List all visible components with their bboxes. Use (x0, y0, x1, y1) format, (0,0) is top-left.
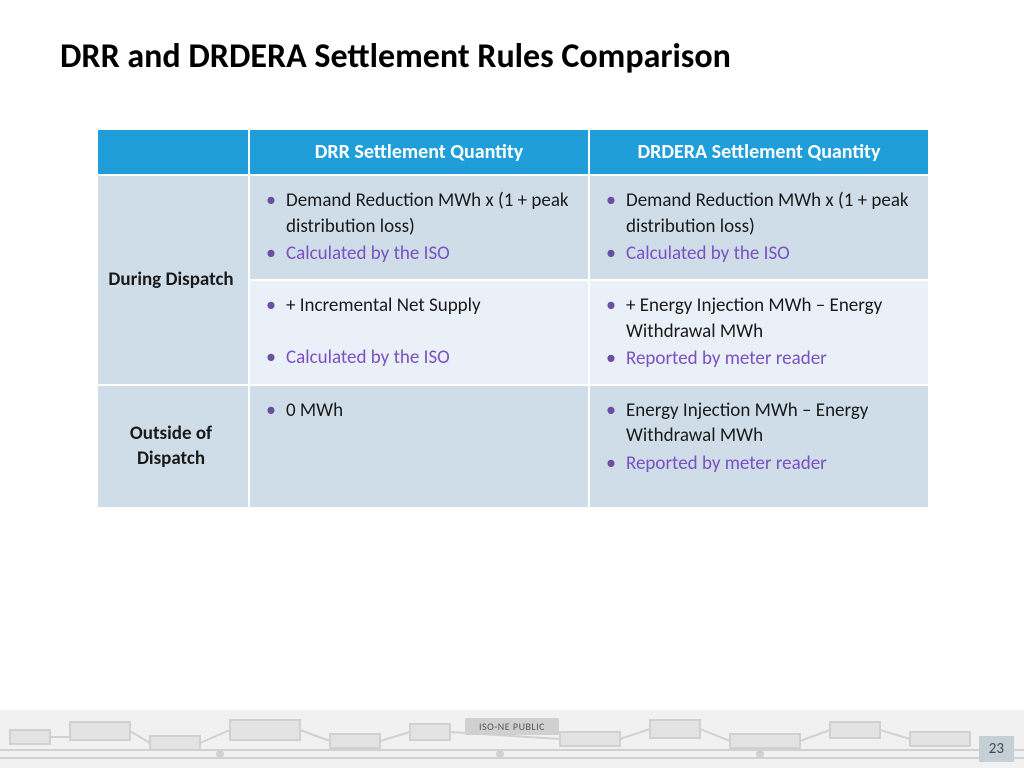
header-drdera: DRDERA Settlement Quantity (589, 129, 929, 175)
page-title: DRR and DRDERA Settlement Rules Comparis… (60, 36, 731, 77)
cell-list: + Incremental Net Supply Calculated by t… (260, 293, 574, 370)
list-item: + Incremental Net Supply (260, 293, 574, 319)
cell-list: Energy Injection MWh – Energy Withdrawal… (600, 398, 914, 477)
list-item: Energy Injection MWh – Energy Withdrawal… (600, 398, 914, 449)
page-number: 23 (979, 736, 1014, 762)
slide: DRR and DRDERA Settlement Rules Comparis… (0, 0, 1024, 768)
header-drr: DRR Settlement Quantity (249, 129, 589, 175)
comparison-table: DRR Settlement Quantity DRDERA Settlemen… (96, 128, 930, 509)
list-item: Reported by meter reader (600, 346, 914, 372)
rowlabel-text: Outside of Dispatch (130, 422, 212, 471)
cell-outside-drdera: Energy Injection MWh – Energy Withdrawal… (589, 385, 929, 508)
rowlabel-outside: Outside of Dispatch (97, 385, 249, 508)
rowlabel-text: During Dispatch (108, 268, 233, 291)
cell-list: 0 MWh (260, 398, 574, 424)
cell-outside-drr: 0 MWh (249, 385, 589, 508)
list-item: + Energy Injection MWh – Energy Withdraw… (600, 293, 914, 344)
cell-during-r1-drdera: Demand Reduction MWh x (1 + peak distrib… (589, 175, 929, 280)
table-row: Outside of Dispatch 0 MWh Energy Injecti… (97, 385, 929, 508)
list-item: Calculated by the ISO (260, 345, 574, 371)
table-header-row: DRR Settlement Quantity DRDERA Settlemen… (97, 129, 929, 175)
list-item: Reported by meter reader (600, 451, 914, 477)
header-blank (97, 129, 249, 175)
list-item: Demand Reduction MWh x (1 + peak distrib… (260, 188, 574, 239)
cell-list: Demand Reduction MWh x (1 + peak distrib… (600, 188, 914, 267)
list-item: Calculated by the ISO (260, 241, 574, 267)
list-item: Demand Reduction MWh x (1 + peak distrib… (600, 188, 914, 239)
list-item: Calculated by the ISO (600, 241, 914, 267)
cell-during-r1-drr: Demand Reduction MWh x (1 + peak distrib… (249, 175, 589, 280)
cell-list: Demand Reduction MWh x (1 + peak distrib… (260, 188, 574, 267)
cell-during-r2-drdera: + Energy Injection MWh – Energy Withdraw… (589, 280, 929, 385)
cell-during-r2-drr: + Incremental Net Supply Calculated by t… (249, 280, 589, 385)
table-row: During Dispatch Demand Reduction MWh x (… (97, 175, 929, 280)
rowlabel-during: During Dispatch (97, 175, 249, 385)
list-item: 0 MWh (260, 398, 574, 424)
footer-badge: ISO-NE PUBLIC (465, 718, 559, 735)
slide-footer: ISO-NE PUBLIC 23 (0, 710, 1024, 768)
cell-list: + Energy Injection MWh – Energy Withdraw… (600, 293, 914, 372)
